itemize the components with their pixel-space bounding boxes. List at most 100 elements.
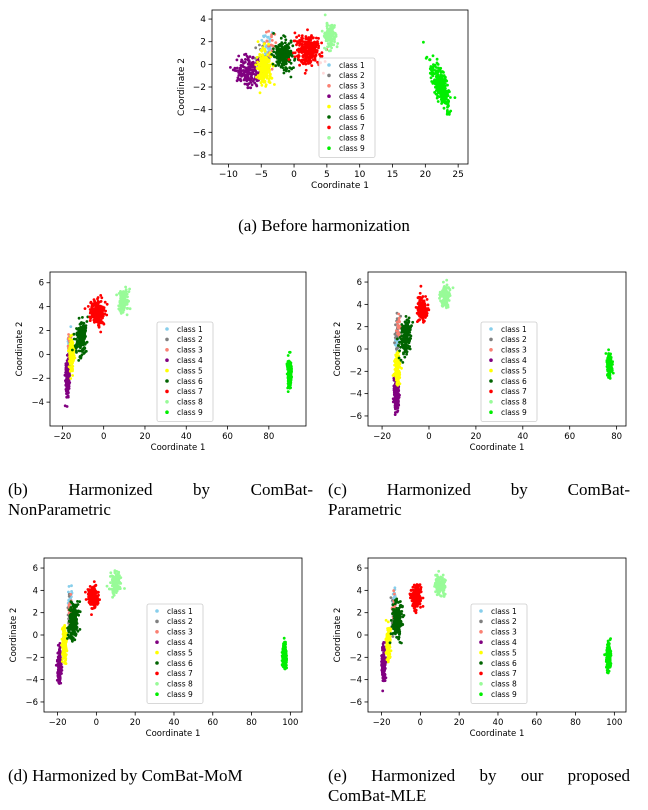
data-point: [320, 51, 324, 54]
legend-label: class 6: [501, 377, 527, 386]
legend-marker: [489, 348, 493, 352]
data-point: [442, 287, 446, 291]
data-point: [103, 312, 107, 316]
caption-a: (a) Before harmonization: [0, 216, 648, 236]
data-point: [442, 87, 446, 91]
data-point: [329, 29, 333, 33]
data-point: [257, 64, 261, 68]
data-point: [420, 305, 424, 308]
data-point: [429, 76, 433, 80]
data-point: [608, 369, 611, 373]
data-point: [81, 316, 84, 319]
data-point: [92, 298, 96, 301]
x-tick-label: 40: [181, 432, 192, 442]
data-point: [267, 35, 270, 39]
data-point: [289, 61, 293, 65]
data-point: [320, 29, 324, 33]
data-point: [410, 324, 413, 328]
data-point: [259, 68, 262, 72]
data-point: [67, 594, 71, 598]
data-point: [84, 335, 87, 338]
data-point: [119, 308, 123, 311]
data-point: [69, 367, 73, 371]
data-point: [259, 81, 263, 85]
data-point: [281, 42, 284, 46]
data-point: [88, 591, 92, 595]
data-point: [438, 95, 441, 98]
data-point: [279, 65, 283, 69]
data-point: [90, 314, 94, 318]
data-point: [312, 54, 315, 58]
data-point: [418, 291, 422, 295]
data-point: [279, 36, 283, 40]
data-point: [272, 32, 275, 35]
data-point: [97, 305, 101, 308]
data-point: [245, 76, 248, 80]
data-point: [109, 581, 112, 584]
data-point: [406, 344, 410, 347]
y-tick-label: 0: [39, 350, 44, 360]
legend-label: class 3: [177, 346, 203, 355]
data-point: [72, 332, 76, 336]
legend-marker: [327, 146, 331, 150]
data-point: [261, 53, 265, 57]
data-point: [262, 80, 266, 84]
data-point: [300, 58, 304, 62]
x-axis-label: Coordinate 1: [311, 181, 369, 191]
data-point: [401, 346, 405, 350]
data-point: [307, 37, 311, 40]
data-point: [111, 579, 115, 582]
data-point: [262, 42, 266, 46]
data-point: [445, 283, 449, 287]
data-point: [124, 303, 127, 307]
data-point: [126, 295, 129, 299]
data-point: [70, 637, 74, 641]
data-point: [280, 57, 284, 60]
data-point: [397, 325, 400, 329]
data-point: [287, 69, 291, 73]
data-point: [451, 286, 455, 290]
data-point: [305, 41, 309, 44]
data-point: [92, 580, 96, 583]
data-point: [92, 603, 96, 607]
data-point: [94, 584, 98, 587]
data-point: [115, 587, 119, 591]
data-point: [426, 303, 430, 307]
data-point: [435, 74, 438, 78]
data-point: [237, 74, 241, 77]
data-point: [240, 72, 244, 75]
data-point: [123, 305, 126, 309]
data-point: [69, 334, 73, 338]
data-point: [300, 36, 303, 40]
data-point: [448, 294, 452, 297]
data-point: [124, 288, 128, 291]
data-point: [96, 296, 100, 299]
data-point: [407, 320, 411, 323]
data-point: [306, 62, 310, 65]
data-point: [71, 621, 75, 625]
data-point: [63, 624, 67, 627]
data-point: [243, 66, 246, 69]
data-point: [255, 56, 259, 59]
data-point: [264, 83, 268, 87]
data-point: [64, 657, 68, 660]
data-point: [113, 570, 117, 574]
data-point: [67, 378, 70, 382]
data-point: [62, 635, 65, 639]
data-point: [425, 312, 429, 315]
data-point: [441, 294, 444, 298]
data-point: [287, 58, 291, 61]
data-point: [315, 36, 318, 40]
data-point: [112, 576, 115, 579]
data-point: [69, 618, 73, 621]
x-tick-label: 80: [611, 432, 622, 442]
data-point: [396, 371, 400, 375]
data-point: [432, 79, 436, 83]
data-point: [312, 46, 316, 50]
data-point: [288, 350, 292, 354]
x-tick-label: 0: [426, 432, 431, 442]
data-point: [89, 589, 93, 593]
data-point: [395, 399, 398, 402]
data-point: [400, 342, 404, 346]
